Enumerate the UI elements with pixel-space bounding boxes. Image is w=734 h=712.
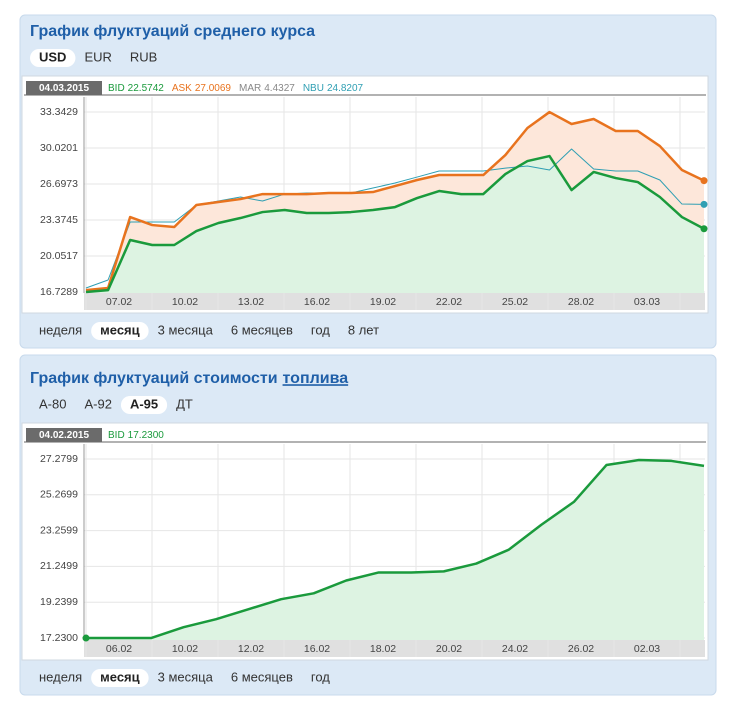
tab[interactable]: EUR — [84, 49, 111, 64]
y-tick-label: 21.2499 — [40, 560, 78, 572]
info-value: 17.2300 — [128, 430, 165, 441]
info-value: 22.5742 — [128, 83, 165, 94]
tab[interactable]: месяц — [100, 322, 139, 337]
tab-pill — [91, 669, 149, 687]
x-tick-label: 12.02 — [238, 643, 264, 655]
tab[interactable]: А-80 — [39, 396, 66, 411]
x-tick-label: 07.02 — [106, 296, 132, 308]
x-band — [84, 293, 705, 310]
y-tick-label: 19.2399 — [40, 596, 78, 608]
x-tick-label: 28.02 — [568, 296, 594, 308]
end-marker — [700, 225, 708, 233]
tab[interactable]: 8 лет — [348, 322, 379, 337]
info-value: 4.4327 — [264, 83, 295, 94]
end-marker — [82, 634, 90, 642]
y-tick-label: 16.7289 — [40, 286, 78, 298]
area — [86, 156, 704, 293]
tab[interactable]: А-95 — [130, 396, 158, 411]
tab[interactable]: 6 месяцев — [231, 322, 293, 337]
x-band — [84, 640, 705, 657]
tab[interactable]: А-92 — [84, 396, 111, 411]
y-tick-label: 20.0517 — [40, 250, 78, 262]
tab[interactable]: 3 месяца — [158, 669, 214, 684]
date-box — [26, 428, 102, 442]
tab[interactable]: RUB — [130, 49, 157, 64]
tab[interactable]: неделя — [39, 322, 82, 337]
tab[interactable]: месяц — [100, 669, 139, 684]
x-tick-label: 02.03 — [634, 643, 660, 655]
x-tick-label: 25.02 — [502, 296, 528, 308]
end-marker — [700, 200, 708, 208]
y-tick-label: 17.2300 — [40, 632, 78, 644]
title-link[interactable]: топлива — [283, 370, 349, 387]
tab[interactable]: ДТ — [176, 396, 193, 411]
date-box — [26, 81, 102, 95]
y-tick-label: 25.2699 — [40, 489, 78, 501]
tab[interactable]: год — [311, 669, 330, 684]
x-tick-label: 10.02 — [172, 643, 198, 655]
x-tick-label: 24.02 — [502, 643, 528, 655]
x-tick-label: 20.02 — [436, 643, 462, 655]
info-value: 24.8207 — [327, 83, 364, 94]
tab-pill — [30, 49, 76, 67]
info-name: BID — [108, 83, 125, 94]
chart-title: График флуктуаций среднего курса — [30, 23, 315, 40]
tab[interactable]: USD — [39, 49, 66, 64]
tab[interactable]: год — [311, 322, 330, 337]
chart-title: График флуктуаций стоимости — [30, 370, 278, 387]
y-tick-label: 33.3429 — [40, 106, 78, 118]
info-name: NBU — [303, 83, 324, 94]
y-tick-label: 23.2599 — [40, 524, 78, 536]
info-name: ASK — [172, 83, 192, 94]
info-name: BID — [108, 430, 125, 441]
tab-pill — [91, 322, 149, 340]
y-tick-label: 27.2799 — [40, 453, 78, 465]
info-name: MAR — [239, 83, 261, 94]
x-tick-label: 22.02 — [436, 296, 462, 308]
area — [86, 460, 704, 640]
x-tick-label: 19.02 — [370, 296, 396, 308]
line — [85, 154, 705, 294]
info-value: 27.0069 — [195, 83, 232, 94]
date: 04.02.2015 — [39, 430, 89, 441]
y-tick-label: 30.0201 — [40, 142, 78, 154]
x-tick-label: 16.02 — [304, 296, 330, 308]
tab-pill — [120, 396, 168, 414]
tab[interactable]: 3 месяца — [158, 322, 214, 337]
x-tick-label: 10.02 — [172, 296, 198, 308]
x-tick-label: 18.02 — [370, 643, 396, 655]
x-tick-label: 06.02 — [106, 643, 132, 655]
line — [85, 110, 705, 292]
date: 04.03.2015 — [39, 83, 89, 94]
x-tick-label: 16.02 — [304, 643, 330, 655]
tab[interactable]: неделя — [39, 669, 82, 684]
y-tick-label: 23.3745 — [40, 214, 78, 226]
tab[interactable]: 6 месяцев — [231, 669, 293, 684]
x-tick-label: 03.03 — [634, 296, 660, 308]
end-marker — [700, 177, 708, 185]
line — [86, 458, 705, 640]
y-tick-label: 26.6973 — [40, 178, 78, 190]
x-tick-label: 26.02 — [568, 643, 594, 655]
x-tick-label: 13.02 — [238, 296, 264, 308]
